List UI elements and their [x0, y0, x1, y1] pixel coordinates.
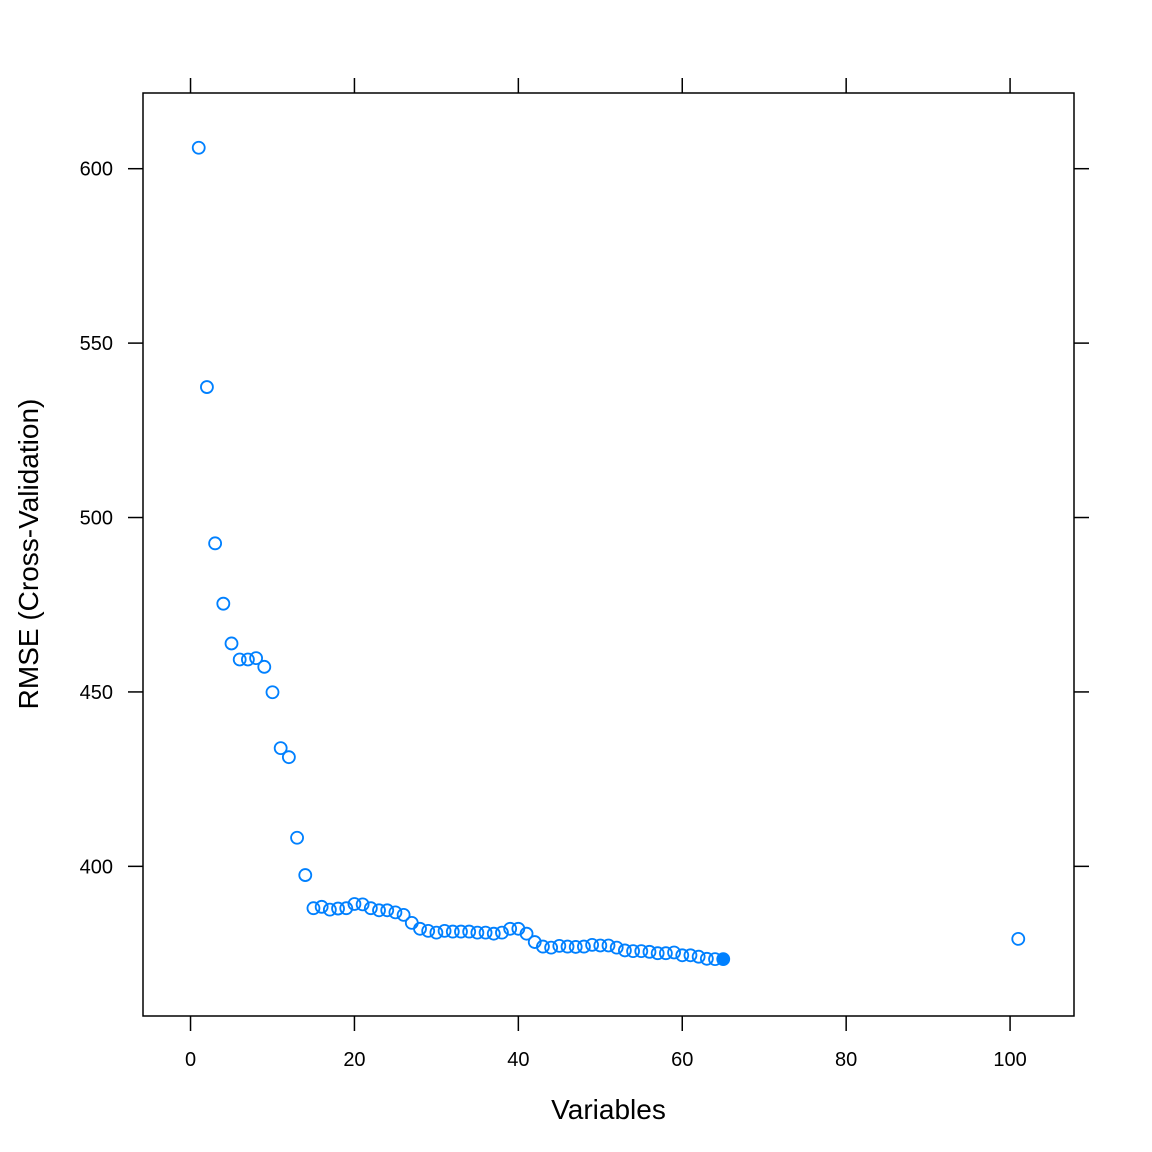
data-point	[191, 140, 206, 155]
x-tick-label: 40	[507, 1049, 529, 1071]
data-point	[331, 901, 345, 916]
data-point	[306, 901, 321, 916]
data-point	[257, 659, 272, 674]
data-point	[478, 925, 493, 940]
data-point	[200, 380, 214, 394]
data-point	[470, 925, 485, 940]
data-point	[216, 596, 231, 611]
data-point	[355, 897, 370, 912]
plot-frame	[142, 92, 1075, 1017]
x-tick-label: 100	[993, 1049, 1026, 1071]
data-point	[519, 926, 534, 941]
data-point	[454, 924, 468, 939]
data-point	[396, 907, 411, 922]
data-point	[363, 901, 378, 916]
data-point	[593, 938, 608, 953]
data-point	[650, 946, 665, 961]
data-point	[322, 902, 337, 917]
data-point	[339, 901, 354, 916]
data-point	[634, 944, 649, 959]
data-point	[691, 949, 706, 964]
data-point	[224, 636, 239, 651]
data-point	[486, 926, 501, 941]
data-point	[577, 939, 591, 954]
x-tick-label: 0	[185, 1049, 196, 1071]
x-tick-label: 60	[671, 1049, 693, 1071]
data-point	[683, 948, 698, 963]
data-point	[552, 938, 567, 953]
data-point	[503, 921, 518, 936]
data-point	[413, 921, 427, 936]
data-point	[298, 868, 313, 882]
data-point	[544, 940, 559, 955]
x-axis: 0 20 40 60 80 100	[185, 78, 1027, 1071]
data-point	[495, 925, 509, 940]
data-point	[249, 651, 263, 666]
data-point	[675, 948, 690, 963]
data-point	[1011, 932, 1026, 946]
data-point	[658, 946, 673, 961]
data-point	[445, 924, 460, 939]
data-point	[667, 945, 681, 960]
y-tick-label: 500	[80, 508, 113, 530]
data-point	[347, 897, 362, 911]
data-point	[273, 741, 288, 755]
data-point	[232, 652, 247, 667]
data-point	[241, 652, 255, 667]
data-point	[568, 940, 583, 954]
y-axis-title: RMSE (Cross-Validation)	[13, 399, 44, 710]
data-point	[560, 939, 575, 954]
x-axis-title: Variables	[551, 1094, 666, 1125]
data-points	[191, 140, 1026, 967]
data-point	[601, 938, 616, 953]
x-tick-label: 20	[343, 1049, 365, 1071]
y-tick-label: 450	[80, 682, 113, 704]
data-point	[380, 903, 395, 918]
data-point	[372, 903, 386, 918]
x-tick-label: 80	[835, 1049, 857, 1071]
data-point	[290, 830, 304, 845]
y-axis: 400 450 500 550 600	[80, 159, 1089, 878]
data-point	[617, 943, 632, 958]
data-point	[437, 923, 452, 938]
data-point	[429, 925, 444, 940]
data-point	[404, 915, 419, 930]
y-tick-label: 550	[80, 333, 113, 355]
data-point	[421, 923, 436, 938]
data-point	[699, 951, 714, 966]
data-point	[536, 939, 550, 954]
data-point	[265, 685, 280, 700]
data-point	[388, 905, 403, 920]
data-point	[626, 944, 640, 959]
data-point	[314, 899, 329, 914]
data-point	[642, 944, 657, 959]
y-tick-label: 600	[80, 159, 113, 181]
data-point	[462, 924, 477, 939]
data-point	[609, 940, 624, 955]
data-point	[281, 750, 296, 765]
data-point	[585, 937, 600, 952]
selected-data-point	[716, 952, 731, 967]
y-tick-label: 400	[80, 856, 113, 878]
data-point	[208, 536, 223, 551]
data-point	[527, 935, 542, 949]
